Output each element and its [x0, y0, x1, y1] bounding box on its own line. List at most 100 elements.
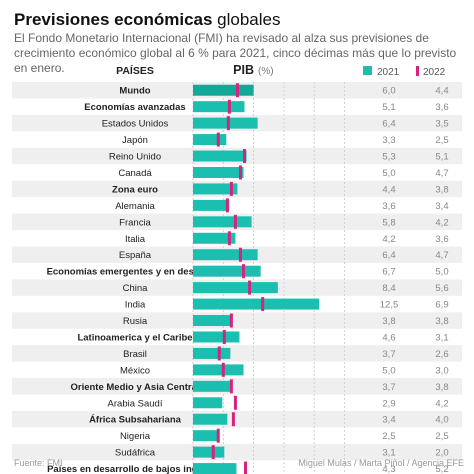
category-label: Japón	[122, 135, 148, 146]
bar-2021	[193, 347, 231, 359]
category-label: Alemania	[115, 201, 155, 212]
marker-2022	[217, 346, 221, 361]
value-label-2021: 12,5	[380, 300, 399, 311]
value-label-2021: 5,3	[382, 152, 395, 163]
row-band	[12, 345, 462, 362]
marker-2022	[235, 83, 239, 98]
value-label-2022: 2,6	[435, 349, 448, 360]
bar-2021	[193, 150, 247, 162]
value-label-2021: 6,4	[382, 119, 395, 130]
value-label-2022: 4,2	[435, 398, 448, 409]
category-label: India	[125, 300, 146, 311]
category-label: Estados Unidos	[102, 119, 169, 130]
value-label-2021: 3,7	[382, 382, 395, 393]
value-label-2022: 2,5	[435, 431, 448, 442]
value-label-2021: 5,0	[382, 168, 395, 179]
title-rest: globales	[212, 10, 281, 29]
value-label-2022: 2,5	[435, 135, 448, 146]
category-label: Economías avanzadas	[84, 102, 185, 113]
bar-2021	[193, 282, 278, 294]
value-label-2022: 3,6	[435, 102, 448, 113]
category-label: Latinoamerica y el Caribe	[77, 332, 192, 343]
marker-2022	[225, 198, 229, 213]
bar-2021	[193, 232, 236, 244]
bar-2021	[193, 117, 258, 129]
value-label-2022: 4,2	[435, 217, 448, 228]
value-label-2021: 2,5	[382, 431, 395, 442]
legend-swatch-2021	[363, 66, 372, 75]
bar-2021	[193, 446, 225, 458]
bar-2021	[193, 430, 219, 442]
category-label: España	[119, 250, 152, 261]
row-band	[12, 312, 462, 329]
legend-label-2022: 2022	[423, 67, 446, 78]
bar-2021	[193, 101, 245, 113]
value-label-2021: 5,1	[382, 102, 395, 113]
value-label-2021: 6,4	[382, 250, 395, 261]
page-subtitle: El Fondo Monetario Internacional (FMI) h…	[14, 31, 457, 75]
category-label: Países en desarrollo de bajos ingresos	[47, 464, 223, 474]
value-label-2022: 5,0	[435, 267, 448, 278]
marker-2022	[216, 132, 220, 147]
category-label: Francia	[119, 217, 151, 228]
value-label-2021: 6,0	[382, 86, 395, 97]
bar-2021	[193, 166, 244, 178]
marker-2022	[242, 264, 245, 279]
marker-2022	[238, 247, 242, 262]
category-label: México	[120, 365, 150, 376]
value-label-2021: 3,6	[382, 201, 395, 212]
bar-2021	[193, 298, 320, 310]
value-label-2022: 3,1	[435, 332, 448, 343]
value-header: PIB	[233, 63, 254, 77]
category-header: PAÍSES	[116, 64, 154, 77]
value-label-2021: 3,1	[382, 448, 395, 459]
bar-2021	[193, 331, 240, 343]
value-label-2022: 4,0	[435, 415, 448, 426]
value-label-2021: 4,2	[382, 234, 395, 245]
category-label: Rusia	[123, 316, 148, 327]
bar-2021	[193, 249, 258, 261]
value-label-2021: 3,4	[382, 415, 395, 426]
marker-2022	[261, 297, 265, 312]
value-label-2022: 3,8	[435, 316, 448, 327]
bar-2021	[193, 199, 230, 211]
marker-2022	[238, 165, 242, 180]
marker-2022	[233, 395, 237, 410]
value-label-2021: 5,0	[382, 365, 395, 376]
category-label: Arabia Saudí	[108, 398, 163, 409]
value-label-2021: 4,3	[382, 464, 395, 474]
marker-2022	[233, 214, 237, 229]
value-label-2022: 3,6	[435, 234, 448, 245]
marker-2022	[248, 280, 252, 295]
value-label-2022: 5,1	[435, 152, 448, 163]
category-label: Mundo	[119, 86, 150, 97]
bar-2021	[193, 265, 261, 277]
marker-2022	[216, 428, 220, 443]
value-label-2022: 3,0	[435, 365, 448, 376]
bar-2021	[193, 380, 231, 392]
bar-2021	[193, 397, 223, 409]
value-header-unit: (%)	[258, 66, 274, 77]
value-label-2021: 4,6	[382, 332, 395, 343]
marker-2022	[227, 231, 231, 246]
marker-2022	[227, 99, 231, 114]
bar-2021	[193, 364, 244, 376]
value-label-2022: 2,0	[435, 448, 448, 459]
marker-2022	[222, 329, 226, 344]
value-label-2021: 6,7	[382, 267, 395, 278]
category-label: Italia	[125, 234, 146, 245]
marker-2022	[221, 362, 225, 377]
bar-2021	[193, 84, 254, 96]
value-label-2022: 3,5	[435, 119, 448, 130]
source-note: Fuente: FMI	[14, 458, 63, 468]
value-label-2022: 4,4	[435, 86, 448, 97]
marker-2022	[243, 149, 247, 164]
marker-2022	[211, 445, 215, 460]
row-band	[12, 443, 462, 461]
value-label-2021: 4,4	[382, 184, 395, 195]
value-label-2022: 6,9	[435, 300, 448, 311]
value-label-2022: 3,8	[435, 382, 448, 393]
value-label-2022: 3,4	[435, 201, 448, 212]
category-label: Nigeria	[120, 431, 151, 442]
